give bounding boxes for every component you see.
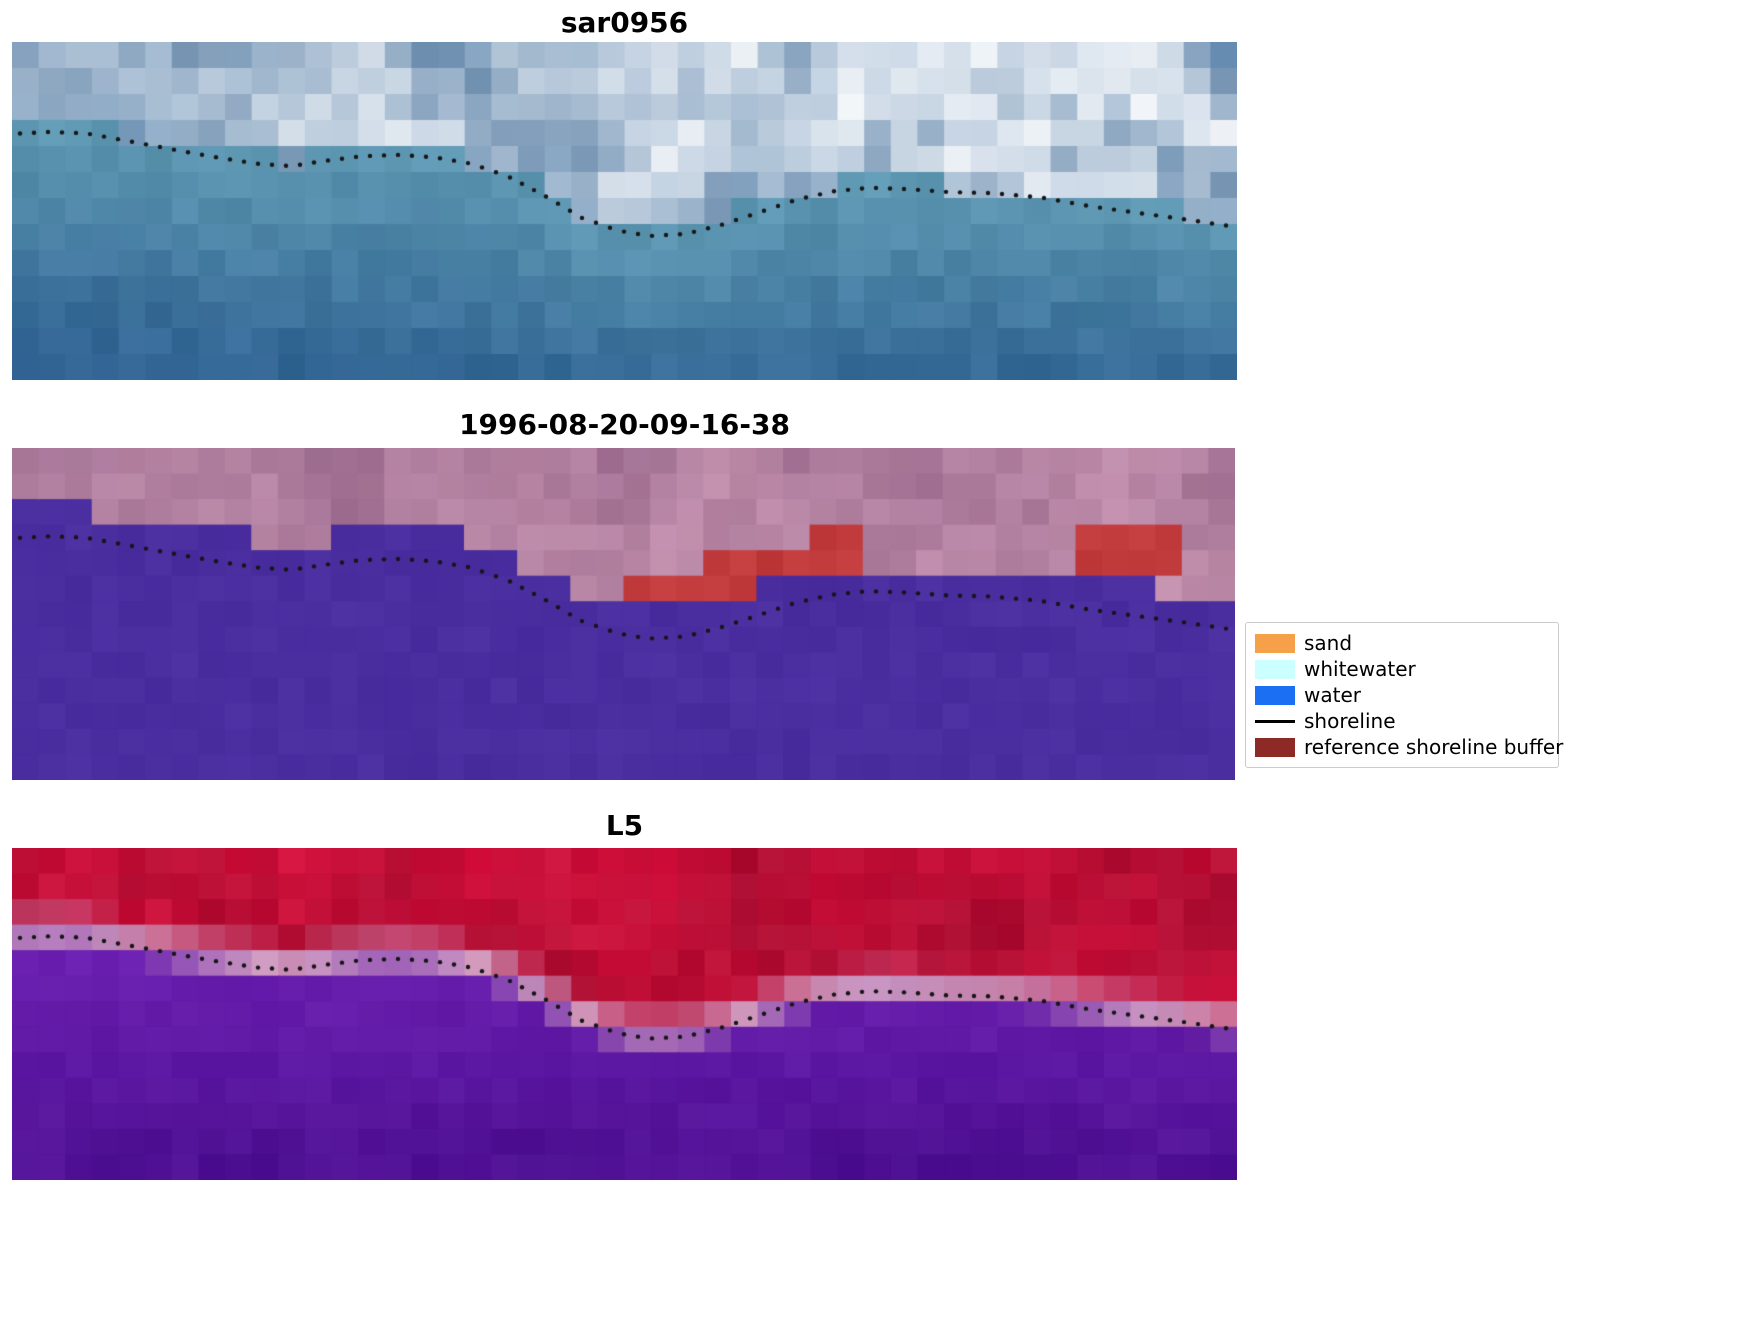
panel-title-l5: L5 [605, 809, 644, 842]
legend-label-reference-buffer: reference shoreline buffer [1304, 735, 1564, 759]
water-swatch [1255, 685, 1295, 705]
legend-label-whitewater: whitewater [1304, 657, 1416, 681]
legend-item-sand: sand [1255, 630, 1549, 656]
classification-image-panel [12, 448, 1235, 780]
sand-swatch [1255, 633, 1295, 653]
legend-label-water: water [1304, 683, 1361, 707]
legend: sand whitewater water shoreline referenc… [1245, 622, 1563, 768]
l5-image-panel [12, 848, 1237, 1180]
reference-buffer-swatch [1255, 737, 1295, 757]
legend-item-whitewater: whitewater [1255, 656, 1549, 682]
legend-item-shoreline: shoreline [1255, 708, 1549, 734]
legend-label-shoreline: shoreline [1304, 709, 1396, 733]
whitewater-swatch [1255, 659, 1295, 679]
legend-label-sand: sand [1304, 631, 1353, 655]
legend-item-water: water [1255, 682, 1549, 708]
shoreline-line-swatch [1255, 711, 1295, 731]
legend-item-reference-shoreline-buffer: reference shoreline buffer [1255, 734, 1563, 760]
panel-title-sar: sar0956 [560, 6, 689, 39]
panel-title-date: 1996-08-20-09-16-38 [459, 408, 790, 441]
sar-image-panel [12, 42, 1237, 380]
